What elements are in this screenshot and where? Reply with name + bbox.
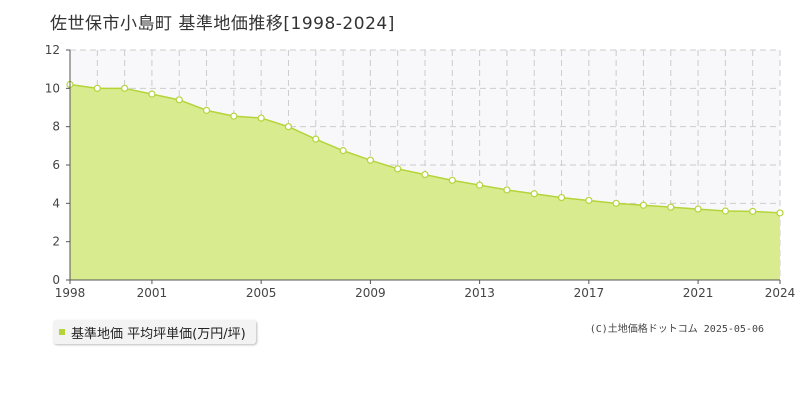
data-point xyxy=(175,96,183,104)
data-points xyxy=(66,80,784,217)
x-tick-label: 2009 xyxy=(355,286,386,300)
data-point xyxy=(312,135,320,143)
data-point xyxy=(476,181,484,189)
data-point xyxy=(612,199,620,207)
series-area xyxy=(70,84,780,280)
legend-swatch xyxy=(59,329,65,335)
data-point xyxy=(284,123,293,131)
chart-title: 佐世保市小島町 基準地価推移[1998-2024] xyxy=(50,14,395,34)
data-point xyxy=(339,147,347,155)
x-tick-label: 2017 xyxy=(574,286,605,300)
y-tick-label: 8 xyxy=(52,120,60,134)
data-point xyxy=(721,207,729,215)
data-point xyxy=(667,203,675,211)
data-point xyxy=(448,176,456,184)
y-tick-label: 2 xyxy=(52,235,60,249)
data-point xyxy=(530,190,538,198)
x-tick-label: 2024 xyxy=(765,286,796,300)
y-tick-label: 6 xyxy=(52,158,60,172)
x-tick-label: 2021 xyxy=(683,286,714,300)
data-point xyxy=(639,201,648,209)
data-point xyxy=(421,170,429,179)
y-tick-label: 0 xyxy=(52,273,60,287)
data-point xyxy=(366,156,374,164)
data-point xyxy=(503,186,511,194)
data-point xyxy=(394,165,402,173)
x-tick-labels: 1998 2001 2005 2009 2013 2017 2021 2024 xyxy=(55,286,796,300)
data-point xyxy=(557,193,566,202)
x-tick-label: 1998 xyxy=(55,286,86,300)
x-tick-label: 2001 xyxy=(137,286,168,300)
data-point xyxy=(257,114,265,122)
axes xyxy=(66,49,781,284)
y-tick-label: 10 xyxy=(45,81,60,95)
y-tick-labels: 0 2 4 6 8 10 12 xyxy=(45,43,60,287)
copyright-text: (C)土地価格ドットコム 2025-05-06 xyxy=(589,324,764,335)
data-point xyxy=(148,90,156,98)
y-tick-label: 12 xyxy=(45,43,60,57)
data-point xyxy=(585,196,593,205)
x-tick-label: 2005 xyxy=(246,286,277,300)
data-point xyxy=(749,207,757,215)
data-point xyxy=(694,205,702,213)
data-point xyxy=(93,84,101,92)
legend: 基準地価 平均坪単価(万円/坪) xyxy=(53,320,256,344)
data-point xyxy=(776,209,784,217)
data-point xyxy=(121,84,129,92)
y-tick-label: 4 xyxy=(52,196,60,210)
x-tick-label: 2013 xyxy=(464,286,495,300)
legend-label: 基準地価 平均坪単価(万円/坪) xyxy=(71,326,246,342)
data-point xyxy=(202,106,211,114)
data-point xyxy=(230,112,238,120)
